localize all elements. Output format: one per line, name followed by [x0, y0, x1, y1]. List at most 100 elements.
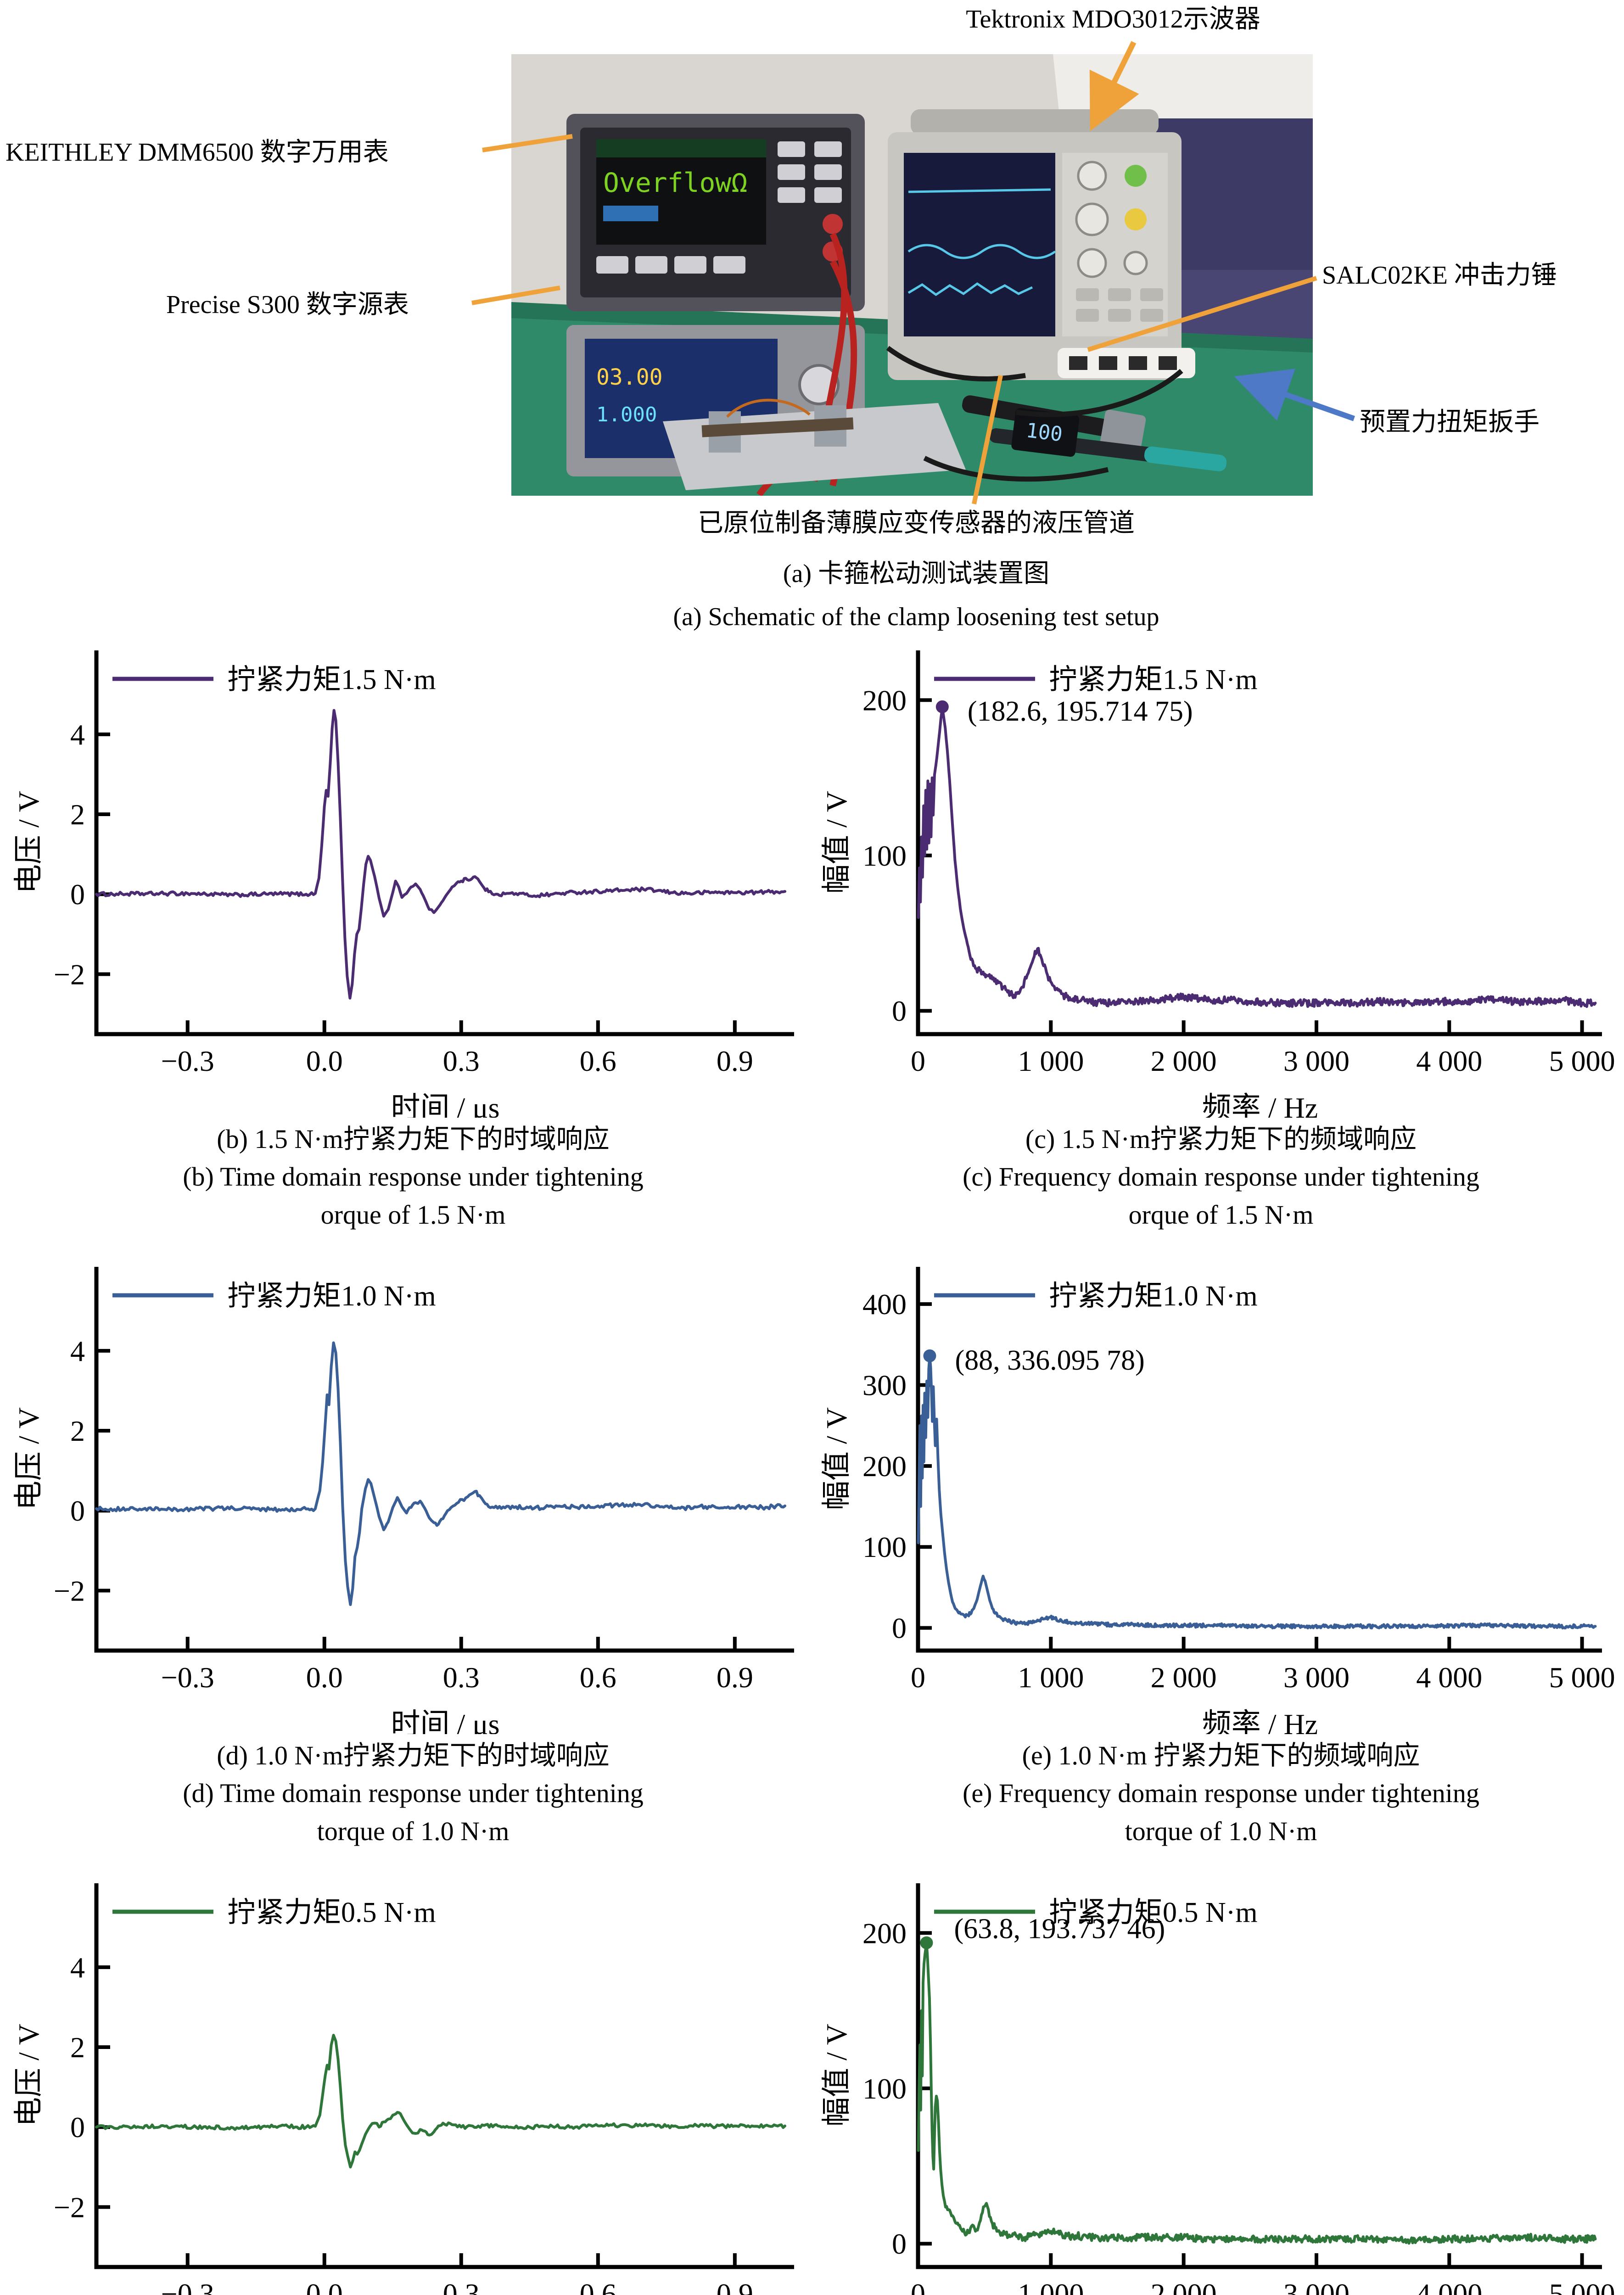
svg-text:时间 / μs: 时间 / μs	[391, 1092, 500, 1118]
svg-text:1 000: 1 000	[1018, 2278, 1084, 2295]
label-source-meter: Precise S300 数字源表	[166, 291, 409, 319]
svg-text:0: 0	[70, 878, 85, 911]
label-torque-wrench: 预置力扭矩扳手	[1360, 408, 1540, 437]
dmm-jack-red1	[823, 214, 843, 234]
caption-d-en2: torque of 1.0 N·m	[317, 1816, 510, 1846]
svg-text:幅值 / V: 幅值 / V	[822, 791, 853, 894]
caption-d-en1: (d) Time domain response under tightenin…	[183, 1778, 644, 1808]
label-oscilloscope: Tektronix MDO3012示波器	[966, 5, 1260, 34]
svg-text:0: 0	[911, 2278, 925, 2295]
panel-b: −0.3 0.0 0.3 0.6 0.9 4 2 0 −2 时间 / μs 电压 / V 拧紧力矩1.…	[14, 640, 812, 1255]
svg-text:−2: −2	[54, 958, 85, 991]
svg-text:0.6: 0.6	[580, 2278, 616, 2295]
svg-text:0.9: 0.9	[717, 2278, 753, 2295]
svg-text:拧紧力矩0.5 N·m: 拧紧力矩0.5 N·m	[227, 1897, 436, 1928]
svg-text:0.0: 0.0	[306, 1045, 343, 1077]
svg-text:0.0: 0.0	[306, 1661, 343, 1694]
svg-text:0.6: 0.6	[580, 1661, 616, 1694]
peak-annotation-c: (182.6, 195.714 75)	[968, 696, 1193, 727]
svg-text:0.9: 0.9	[717, 1045, 753, 1077]
svg-text:2: 2	[70, 1415, 85, 1447]
svg-text:电压 / V: 电压 / V	[14, 1407, 45, 1510]
sensor-wire	[726, 398, 811, 418]
svg-text:2: 2	[70, 798, 85, 831]
hydraulic-pipe	[701, 417, 854, 437]
svg-text:100: 100	[862, 2072, 907, 2105]
svg-text:0: 0	[892, 2228, 907, 2260]
svg-text:2 000: 2 000	[1151, 1045, 1217, 1077]
s300-current-text: 1.000	[596, 403, 657, 426]
caption-a-en: (a) Schematic of the clamp loosening tes…	[673, 603, 1159, 631]
dmm-screen-text: OverflowΩ	[603, 167, 747, 198]
svg-text:4: 4	[70, 1335, 85, 1367]
svg-text:100: 100	[862, 840, 907, 872]
caption-b-en2: orque of 1.5 N·m	[320, 1199, 506, 1230]
svg-text:拧紧力矩1.5 N·m: 拧紧力矩1.5 N·m	[227, 664, 436, 695]
svg-text:3 000: 3 000	[1283, 1045, 1350, 1077]
svg-text:5 000: 5 000	[1549, 1661, 1615, 1694]
svg-text:电压 / V: 电压 / V	[14, 2024, 45, 2127]
label-multimeter: KEITHLEY DMM6500 数字万用表	[6, 138, 389, 167]
svg-text:拧紧力矩1.5 N·m: 拧紧力矩1.5 N·m	[1049, 664, 1258, 695]
power-strip	[1058, 348, 1195, 378]
setup-photo-illustration: OverflowΩ 03.00 1.000	[511, 54, 1313, 496]
caption-c-en1: (c) Frequency domain response under tigh…	[963, 1162, 1479, 1192]
svg-text:0: 0	[892, 995, 907, 1027]
caption-e-en1: (e) Frequency domain response under tigh…	[963, 1778, 1479, 1808]
svg-text:0.3: 0.3	[443, 1045, 480, 1077]
panel-c: 0 1 000 2 000 3 000 4 000 5 000 200 100 0 频率 / Hz…	[822, 640, 1620, 1255]
panel-d: −0.3 0.0 0.3 0.6 0.9 4 2 0 −2 时间 / μs 电压 / V 拧紧力矩1.…	[14, 1257, 812, 1872]
svg-text:−0.3: −0.3	[161, 1045, 214, 1077]
svg-text:0.3: 0.3	[443, 2278, 480, 2295]
svg-text:0.3: 0.3	[443, 1661, 480, 1694]
svg-text:拧紧力矩1.0 N·m: 拧紧力矩1.0 N·m	[227, 1281, 436, 1312]
svg-text:0: 0	[911, 1661, 925, 1694]
svg-text:0: 0	[70, 2111, 85, 2144]
chart-b-time-1.5Nm: −0.3 0.0 0.3 0.6 0.9 4 2 0 −2 时间 / μs 电压 / V 拧紧力矩1.…	[14, 640, 812, 1118]
svg-text:−2: −2	[54, 1574, 85, 1607]
svg-text:4: 4	[70, 718, 85, 751]
svg-text:200: 200	[862, 1917, 907, 1949]
svg-text:幅值 / V: 幅值 / V	[822, 2024, 853, 2127]
svg-text:拧紧力矩1.0 N·m: 拧紧力矩1.0 N·m	[1049, 1281, 1258, 1312]
chart-c-freq-1.5Nm: 0 1 000 2 000 3 000 4 000 5 000 200 100 0 频率 / Hz…	[822, 640, 1620, 1118]
svg-text:0: 0	[911, 1045, 925, 1077]
svg-text:100: 100	[862, 1531, 907, 1563]
torque-display-text: 100	[1025, 419, 1064, 446]
oscilloscope-instrument	[888, 109, 1182, 380]
caption-b-en1: (b) Time domain response under tightenin…	[183, 1162, 644, 1192]
svg-text:0.6: 0.6	[580, 1045, 616, 1077]
svg-text:频率 / Hz: 频率 / Hz	[1202, 1092, 1318, 1118]
svg-text:200: 200	[862, 684, 907, 716]
svg-text:4 000: 4 000	[1416, 1045, 1482, 1077]
svg-text:2: 2	[70, 2031, 85, 2064]
svg-text:300: 300	[862, 1369, 907, 1402]
black-cables	[886, 346, 1183, 482]
svg-text:5 000: 5 000	[1549, 2278, 1615, 2295]
svg-text:频率 / Hz: 频率 / Hz	[1202, 1708, 1318, 1734]
caption-e-cn: (e) 1.0 N·m 拧紧力矩下的频域响应	[1022, 1741, 1420, 1770]
svg-text:−2: −2	[54, 2191, 85, 2223]
svg-text:4 000: 4 000	[1416, 1661, 1482, 1694]
svg-text:3 000: 3 000	[1283, 2278, 1350, 2295]
svg-text:拧紧力矩0.5 N·m: 拧紧力矩0.5 N·m	[1049, 1897, 1258, 1928]
svg-text:0.9: 0.9	[717, 1661, 753, 1694]
chart-e-freq-1.0Nm: 0 1 000 2 000 3 000 4 000 5 000 400 300 200 100 0 频…	[822, 1257, 1620, 1734]
svg-text:0.0: 0.0	[306, 2278, 343, 2295]
peak-annotation-e: (88, 336.095 78)	[955, 1345, 1144, 1376]
svg-text:时间 / μs: 时间 / μs	[391, 1708, 500, 1734]
svg-text:4: 4	[70, 1951, 85, 1984]
svg-text:3 000: 3 000	[1283, 1661, 1350, 1694]
svg-text:4 000: 4 000	[1416, 2278, 1482, 2295]
svg-text:1 000: 1 000	[1018, 1661, 1084, 1694]
caption-c-en2: orque of 1.5 N·m	[1128, 1199, 1314, 1230]
caption-d-cn: (d) 1.0 N·m拧紧力矩下的时域响应	[217, 1741, 610, 1770]
svg-text:2 000: 2 000	[1151, 1661, 1217, 1694]
panel-e: 0 1 000 2 000 3 000 4 000 5 000 400 300 200 100 0 频…	[822, 1257, 1620, 1872]
label-impact-hammer: SALC02KE 冲击力锤	[1322, 261, 1557, 290]
